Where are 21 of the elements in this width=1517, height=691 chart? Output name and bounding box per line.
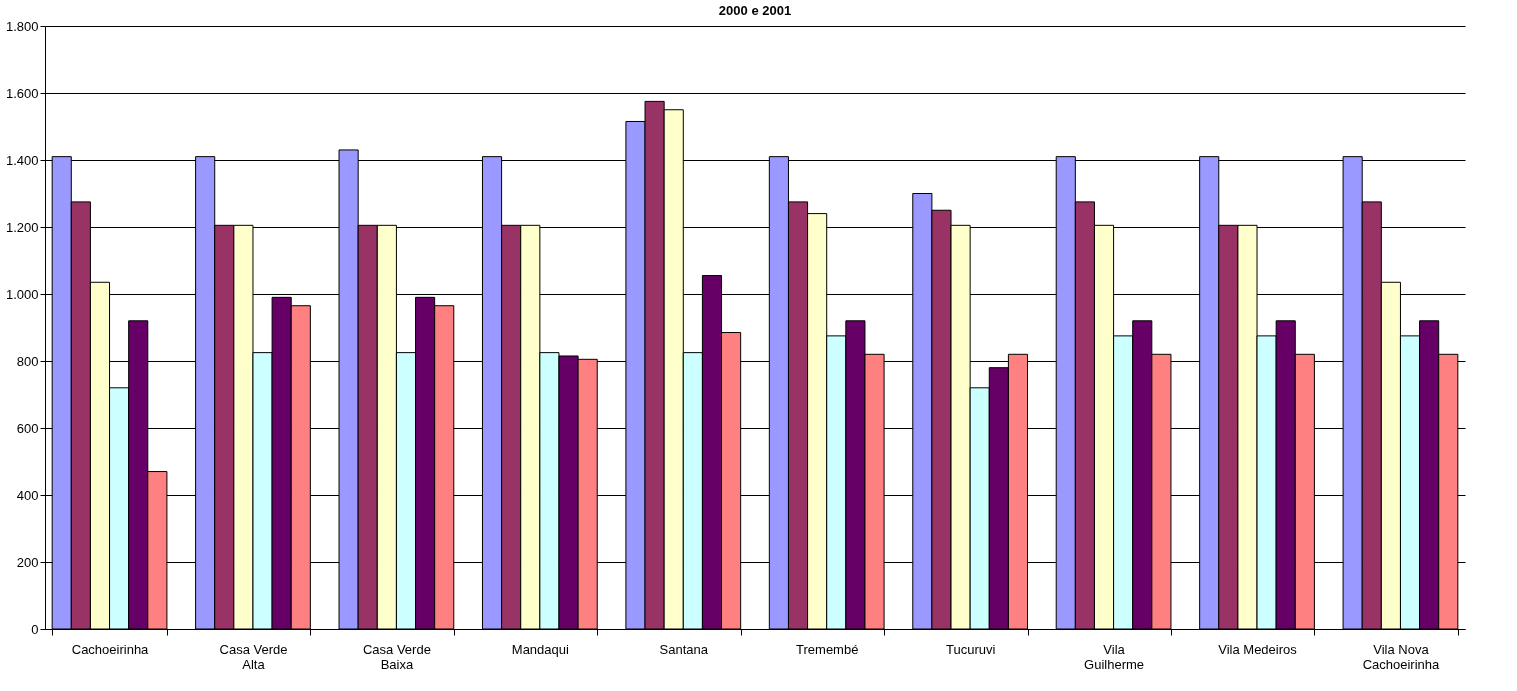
x-tick-label: Vila Guilherme bbox=[1084, 641, 1145, 672]
x-tick-label: Tucuruvi bbox=[945, 641, 996, 657]
x-tick-label: Vila Nova Cachoeirinha bbox=[1362, 641, 1441, 672]
x-tick-label: Casa Verde Alta bbox=[219, 641, 288, 672]
y-tick-label: 200 bbox=[16, 554, 39, 570]
x-tick-label: Cachoeirinha bbox=[71, 641, 150, 657]
y-tick-label: 0 bbox=[31, 621, 39, 637]
y-tick-label: 1.200 bbox=[5, 219, 39, 235]
x-tick-label: Santana bbox=[659, 641, 709, 657]
x-tick-label: Casa Verde Baixa bbox=[362, 641, 431, 672]
y-tick-label: 800 bbox=[16, 353, 39, 369]
x-tick-label: Tremembé bbox=[796, 641, 859, 657]
y-tick-label: 1.600 bbox=[5, 85, 39, 101]
chart-title: 2000 e 2001 bbox=[718, 3, 792, 18]
y-tick-label: 400 bbox=[16, 487, 39, 503]
x-tick-label: Vila Medeiros bbox=[1218, 641, 1298, 657]
y-tick-label: 1.000 bbox=[5, 286, 39, 302]
y-tick-label: 600 bbox=[16, 420, 39, 436]
y-tick-label: 1.800 bbox=[5, 18, 39, 34]
x-tick-label: Mandaqui bbox=[511, 641, 569, 657]
y-tick-label: 1.400 bbox=[5, 152, 39, 168]
